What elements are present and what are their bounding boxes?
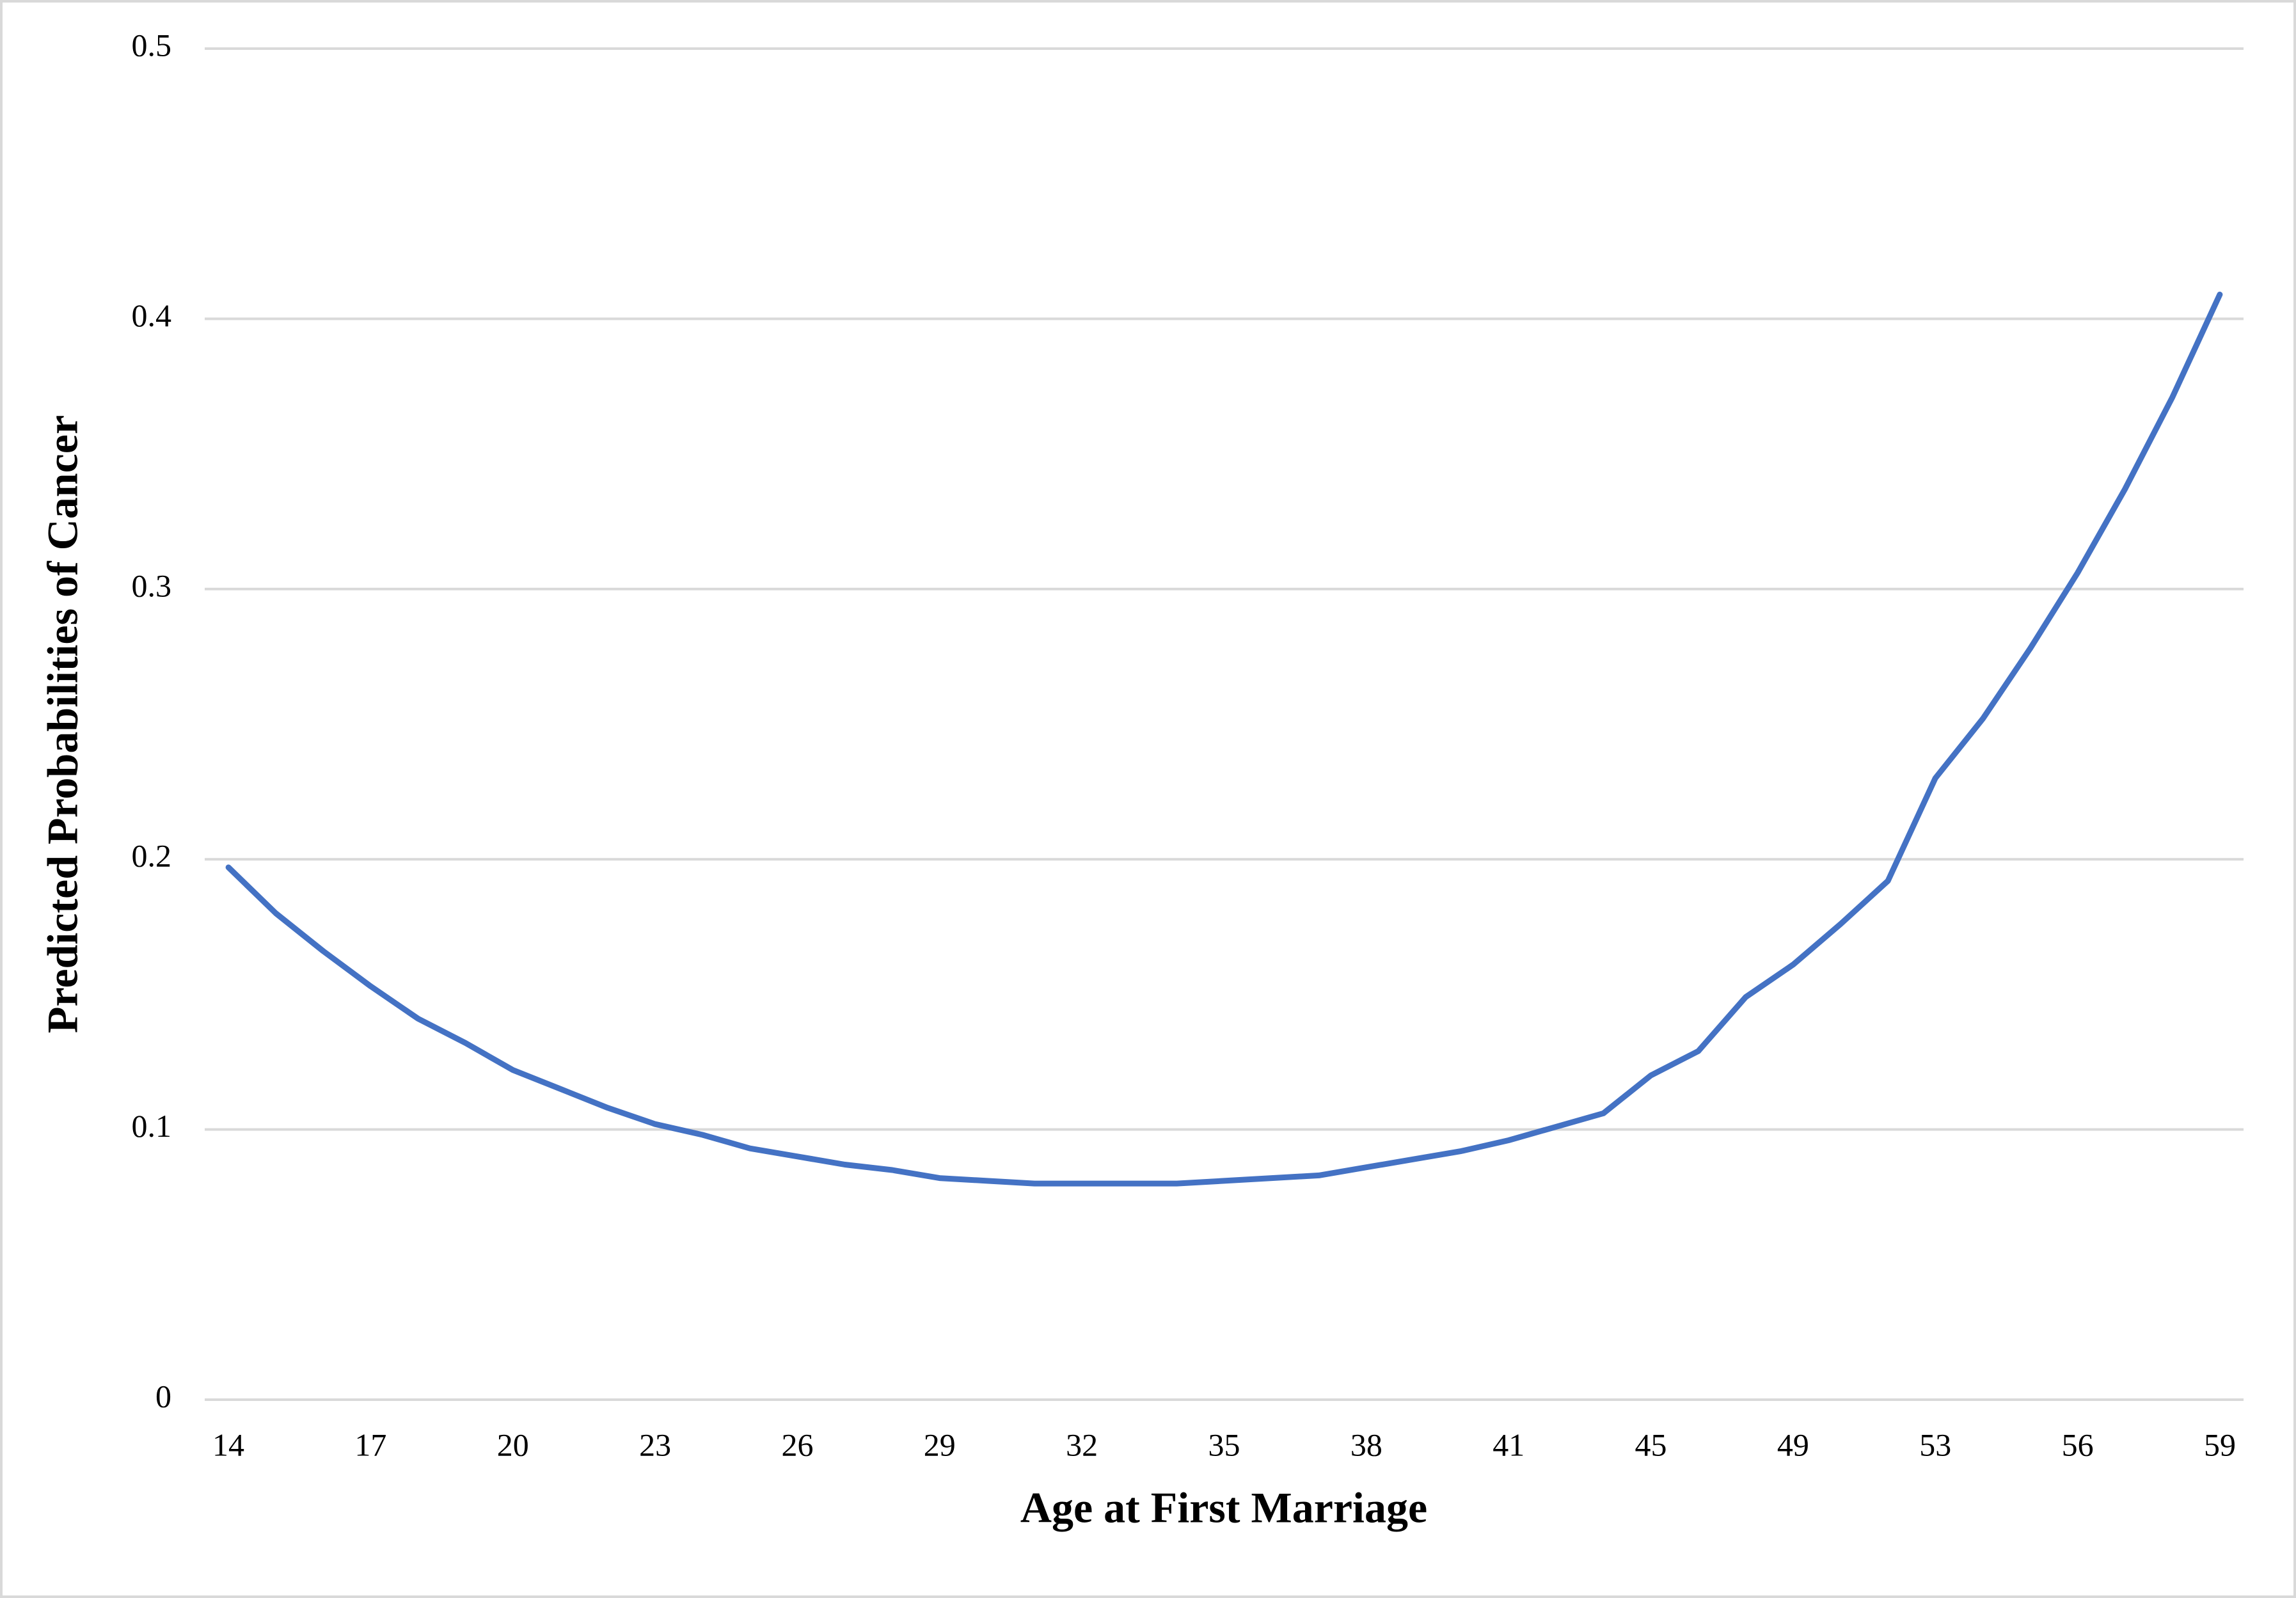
y-tick-label: 0.1 [132, 1108, 172, 1144]
y-tick-label: 0.4 [132, 297, 172, 333]
x-tick-label: 14 [212, 1427, 244, 1462]
x-tick-label: 29 [924, 1427, 956, 1462]
y-tick-label: 0.3 [132, 567, 172, 603]
data-line [225, 291, 2223, 1187]
x-tick-label: 49 [1777, 1427, 1809, 1462]
x-tick-label: 35 [1208, 1427, 1240, 1462]
x-axis-title: Age at First Marriage [1020, 1483, 1427, 1532]
y-tick-label: 0.5 [132, 27, 172, 63]
x-tick-label: 32 [1066, 1427, 1098, 1462]
x-tick-label: 38 [1350, 1427, 1382, 1462]
x-tick-label: 56 [2062, 1427, 2094, 1462]
x-tick-label: 20 [497, 1427, 529, 1462]
x-tick-label: 26 [781, 1427, 813, 1462]
x-tick-label: 41 [1492, 1427, 1524, 1462]
x-tick-label: 45 [1635, 1427, 1667, 1462]
y-tick-label: 0.2 [132, 838, 172, 874]
x-tick-label: 17 [354, 1427, 386, 1462]
x-tick-label: 53 [1919, 1427, 1951, 1462]
y-tick-label: 0 [155, 1378, 171, 1414]
x-tick-label: 23 [639, 1427, 671, 1462]
y-axis-title: Predicted Probabilities of Cancer [38, 415, 87, 1033]
x-tick-label: 59 [2204, 1427, 2236, 1462]
